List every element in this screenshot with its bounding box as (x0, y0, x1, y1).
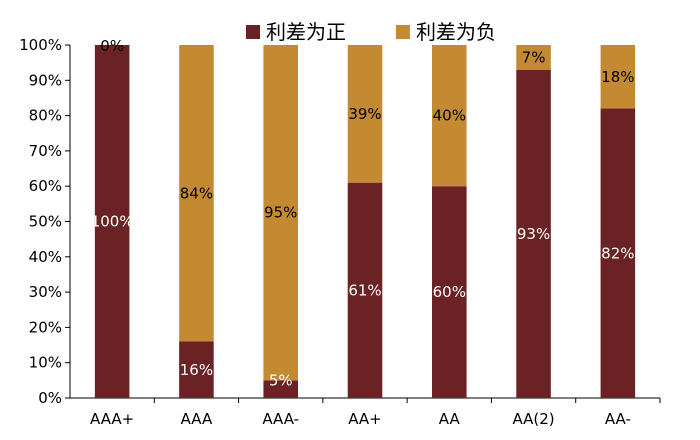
bar-segment (179, 341, 214, 398)
y-tick-label: 50% (29, 213, 62, 231)
data-label: 39% (348, 105, 381, 123)
data-label: 18% (601, 68, 634, 86)
data-label: 7% (522, 48, 546, 66)
x-tick-label: AAA (181, 410, 213, 428)
data-label: 93% (517, 225, 550, 243)
legend: 利差为正 利差为负 (246, 20, 496, 44)
x-tick-label: AA+ (348, 410, 382, 428)
data-label: 61% (348, 281, 381, 299)
data-label: 100% (91, 213, 134, 231)
data-label: 84% (180, 184, 213, 202)
bar-segment (94, 45, 130, 398)
legend-label-positive: 利差为正 (266, 20, 346, 44)
bar-segment (432, 186, 467, 398)
bar-segment (516, 69, 551, 399)
data-labels: 100% 0% 16% 84% 5% 95% 61% 39% 60% 40% 93% 7% 82% 18% (91, 37, 635, 389)
data-label: 40% (433, 107, 466, 125)
y-tick-label: 100% (19, 36, 62, 54)
y-tick-label: 40% (29, 248, 62, 266)
y-tick-label: 20% (29, 318, 62, 336)
y-tick-label: 0% (38, 389, 62, 407)
bar-segment (347, 45, 383, 183)
y-tick-label: 70% (29, 142, 62, 160)
y-tick-label: 30% (29, 283, 62, 301)
x-tick-label: AA(2) (512, 410, 554, 428)
bar-segment (263, 45, 298, 381)
legend-label-negative: 利差为负 (416, 20, 496, 44)
legend-swatch-positive (246, 25, 260, 39)
x-tick-label: AA (439, 410, 461, 428)
bar-segment (347, 182, 383, 398)
bar-segment (179, 45, 214, 342)
data-label: 5% (269, 371, 293, 389)
y-tick-label: 90% (29, 71, 62, 89)
x-tick-label: AAA- (262, 410, 299, 428)
y-tick-label: 60% (29, 177, 62, 195)
axes: 0%10%20%30%40%50%60%70%80%90%100%AAA+ AAA… (19, 36, 661, 428)
bar-segment (516, 45, 551, 70)
x-tick-label: AAA+ (90, 410, 134, 428)
bar-segment (600, 45, 636, 109)
data-label: 82% (601, 244, 634, 262)
data-label: 95% (264, 204, 297, 222)
data-label: 0% (100, 37, 124, 55)
data-label: 16% (180, 361, 213, 379)
y-tick-label: 80% (29, 107, 62, 125)
bar-segment (432, 45, 467, 187)
legend-swatch-negative (396, 25, 410, 39)
bar-segment (600, 108, 636, 398)
bars (94, 45, 636, 399)
data-label: 60% (433, 283, 466, 301)
bar-segment (263, 380, 298, 398)
x-tick-label: AA- (605, 410, 631, 428)
y-tick-label: 10% (29, 354, 62, 372)
